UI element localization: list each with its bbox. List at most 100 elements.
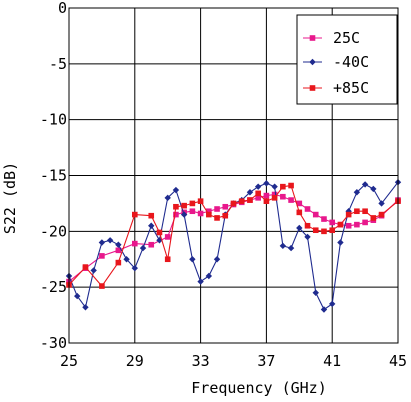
data-point [206, 211, 212, 218]
data-point [304, 222, 311, 229]
data-point [156, 229, 163, 236]
data-point [337, 239, 344, 246]
data-point [230, 200, 237, 207]
data-point [139, 244, 147, 252]
data-point [132, 211, 138, 218]
data-point [173, 211, 179, 218]
x-tick-label: 37 [257, 352, 275, 370]
y-tick-label: -30 [40, 334, 67, 352]
data-point [296, 224, 303, 232]
data-point [99, 283, 105, 289]
data-point [82, 304, 89, 311]
data-point [164, 256, 171, 263]
data-point [321, 228, 327, 235]
data-point [247, 197, 253, 203]
data-point [362, 219, 368, 226]
data-point [132, 240, 138, 247]
data-point [255, 195, 261, 201]
data-point [197, 198, 204, 204]
data-point [329, 300, 336, 308]
y-tick-label: 0 [58, 0, 67, 17]
data-point [206, 208, 212, 215]
y-tick-label: -20 [40, 222, 67, 240]
data-point [255, 190, 261, 197]
data-point [189, 200, 196, 207]
data-point [148, 212, 155, 219]
data-point [329, 219, 335, 226]
data-point [131, 264, 138, 272]
legend-marker [309, 85, 316, 91]
data-point [205, 272, 213, 280]
legend-label: +85C [333, 79, 369, 97]
data-point [197, 210, 204, 217]
data-point [304, 206, 311, 212]
data-point [353, 189, 361, 196]
legend-item-2: -40C [303, 53, 369, 71]
data-point [271, 183, 278, 190]
data-point [263, 198, 270, 204]
data-point [98, 239, 106, 246]
data-point [370, 185, 377, 193]
data-point [304, 233, 311, 241]
data-point [354, 208, 360, 215]
tick-labels: 25 29 33 37 41 45 0 -5 -10 -15 -20 -25 -30 [40, 0, 407, 370]
data-point [345, 211, 352, 218]
x-tick-label: 33 [192, 352, 210, 370]
data-point [180, 211, 188, 218]
data-point [189, 208, 196, 215]
data-point [173, 203, 179, 210]
data-point [345, 222, 352, 229]
data-point [82, 264, 89, 270]
data-point [106, 237, 114, 244]
data-point [378, 211, 385, 218]
data-point [148, 222, 155, 229]
data-point [312, 227, 319, 234]
data-point [90, 267, 97, 274]
data-point [378, 200, 385, 207]
y-tick-label: -10 [40, 111, 67, 129]
data-point [271, 191, 278, 198]
data-point [214, 206, 220, 212]
y-tick-label: -5 [49, 55, 67, 73]
legend: 25C -40C +85C [296, 14, 398, 105]
x-tick-label: 45 [389, 352, 407, 370]
legend-marker [309, 35, 316, 41]
data-point [123, 256, 130, 263]
data-point [271, 195, 278, 201]
plot-frame [68, 7, 399, 344]
data-point [172, 186, 180, 194]
data-point [329, 227, 335, 234]
data-point [288, 182, 294, 189]
data-point [197, 278, 204, 285]
data-point [320, 306, 328, 313]
data-point [213, 256, 221, 263]
data-point [296, 209, 303, 216]
legend-marker [309, 58, 316, 66]
legend-label: -40C [333, 53, 369, 71]
series-layer [65, 179, 402, 313]
data-point [148, 241, 155, 248]
data-point [361, 181, 369, 188]
data-point [222, 212, 229, 219]
data-point [263, 180, 270, 187]
data-point [279, 242, 287, 250]
data-point [214, 215, 220, 221]
data-point [288, 197, 294, 203]
data-point [164, 194, 171, 202]
data-point [362, 208, 368, 215]
x-axis-title: Frequency (GHz) [191, 379, 326, 397]
y-tick-label: -25 [40, 278, 67, 296]
data-point [115, 247, 122, 254]
data-point [181, 202, 187, 209]
data-point [189, 256, 196, 263]
y-axis-title: S22 (dB) [1, 162, 19, 234]
data-point [312, 289, 319, 296]
data-point [296, 200, 303, 207]
legend-item-3: +85C [303, 79, 369, 97]
data-point [254, 183, 262, 190]
x-tick-label: 29 [126, 352, 144, 370]
legend-label: 25C [333, 29, 360, 47]
y-tick-label: -15 [40, 167, 67, 185]
plot-border [68, 7, 399, 344]
data-point [74, 292, 81, 300]
